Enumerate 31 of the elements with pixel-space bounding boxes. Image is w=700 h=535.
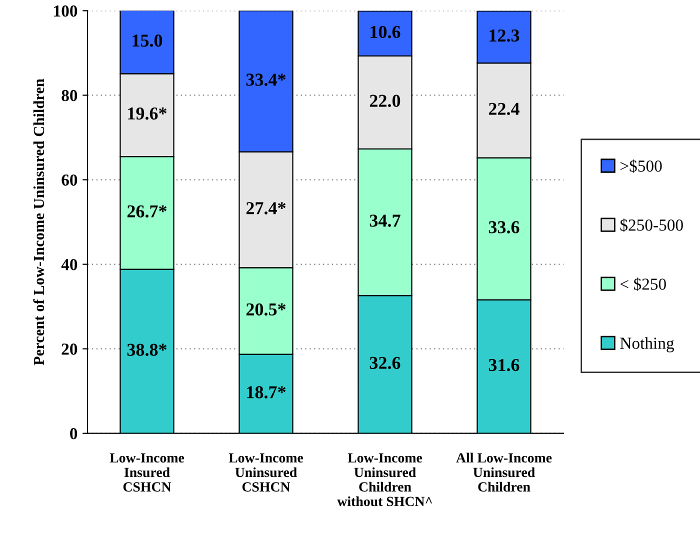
y-tick-label: 60 bbox=[62, 174, 78, 186]
x-tick-label: Low-Income Uninsured Children without SHCN^ bbox=[337, 453, 432, 506]
data-label: 22.0 bbox=[370, 94, 400, 108]
data-label: 10.6 bbox=[370, 26, 400, 38]
x-tick-label: All Low-Income Uninsured Children bbox=[456, 452, 552, 492]
data-label: 22.4 bbox=[488, 102, 520, 116]
y-tick-label: 40 bbox=[61, 258, 78, 270]
data-label: 12.3 bbox=[490, 30, 520, 42]
y-tick-label: 80 bbox=[62, 90, 78, 102]
data-label: 19.6* bbox=[128, 107, 167, 120]
legend-label: $250-500 bbox=[620, 218, 683, 232]
data-label: 31.6 bbox=[488, 358, 520, 372]
data-label: 15.0 bbox=[132, 34, 162, 47]
x-tick-label: Low-Income Uninsured CSHCN bbox=[228, 453, 304, 492]
legend-label: >$500 bbox=[620, 159, 662, 173]
y-tick-label: 0 bbox=[70, 428, 78, 440]
data-label: 20.5* bbox=[246, 303, 286, 316]
data-label: 18.7* bbox=[247, 386, 286, 398]
y-tick-label: 100 bbox=[54, 5, 78, 17]
legend-label: < $250 bbox=[620, 278, 666, 291]
x-tick-label: Low-Income Insured CSHCN bbox=[110, 453, 184, 492]
data-label: 34.7 bbox=[370, 214, 400, 227]
data-label: 27.4* bbox=[246, 202, 286, 214]
data-label: 38.8* bbox=[127, 344, 167, 356]
data-label: 33.6 bbox=[488, 221, 520, 234]
y-tick-label: 20 bbox=[62, 344, 78, 355]
legend-label: Nothing bbox=[620, 337, 674, 352]
data-label: 33.4* bbox=[246, 74, 286, 86]
data-label: 32.6 bbox=[370, 356, 400, 370]
data-label: 26.7* bbox=[127, 205, 167, 218]
y-axis-title: Percent of Low-Income Uninsured Children bbox=[33, 78, 44, 366]
